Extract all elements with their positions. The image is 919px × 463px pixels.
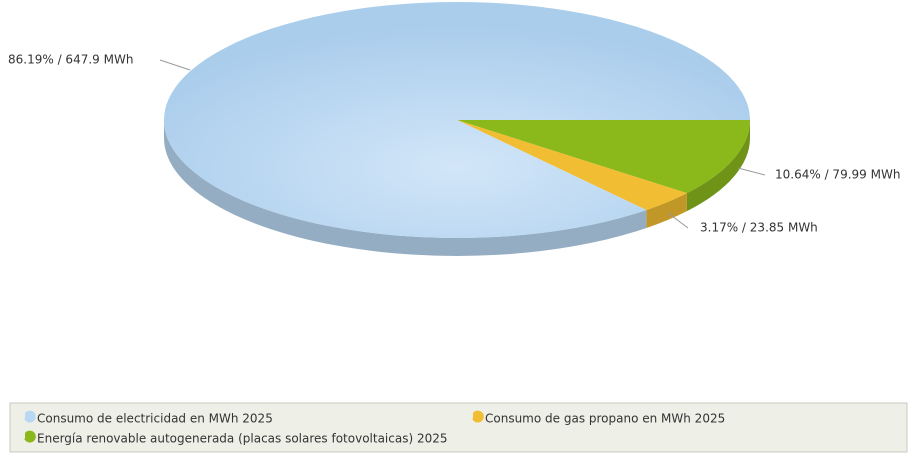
pie-tops (164, 1, 750, 238)
leader-line (737, 167, 766, 176)
pie-sides (164, 120, 750, 256)
data-label: 10.64% / 79.99 MWh (775, 168, 900, 182)
slice (164, 1, 750, 238)
slice-side (646, 193, 687, 229)
legend: Consumo de electricidad en MWh 2025 Consu… (24, 410, 725, 446)
slice (457, 120, 687, 211)
slice-side (164, 120, 647, 256)
legend-icon-wedge (25, 432, 32, 438)
data-label: 86.19% / 647.9 MWh (8, 53, 133, 67)
leader-line (159, 59, 191, 71)
legend-label: Energía renovable autogenerada (placas s… (37, 432, 448, 446)
legend-icon-wedge (473, 412, 480, 418)
legend-label: Consumo de electricidad en MWh 2025 (37, 412, 273, 426)
slice-side (686, 120, 750, 212)
legend-icon-wedge (25, 412, 32, 418)
leader-line (667, 212, 689, 229)
legend-box (9, 402, 908, 453)
legend-label: Consumo de gas propano en MWh 2025 (485, 412, 725, 426)
data-label: 3.17% / 23.85 MWh (700, 221, 818, 235)
data-labels: 86.19% / 647.9 MWh 3.17% / 23.85 MWh 10.64… (8, 53, 900, 235)
slice (457, 120, 750, 194)
